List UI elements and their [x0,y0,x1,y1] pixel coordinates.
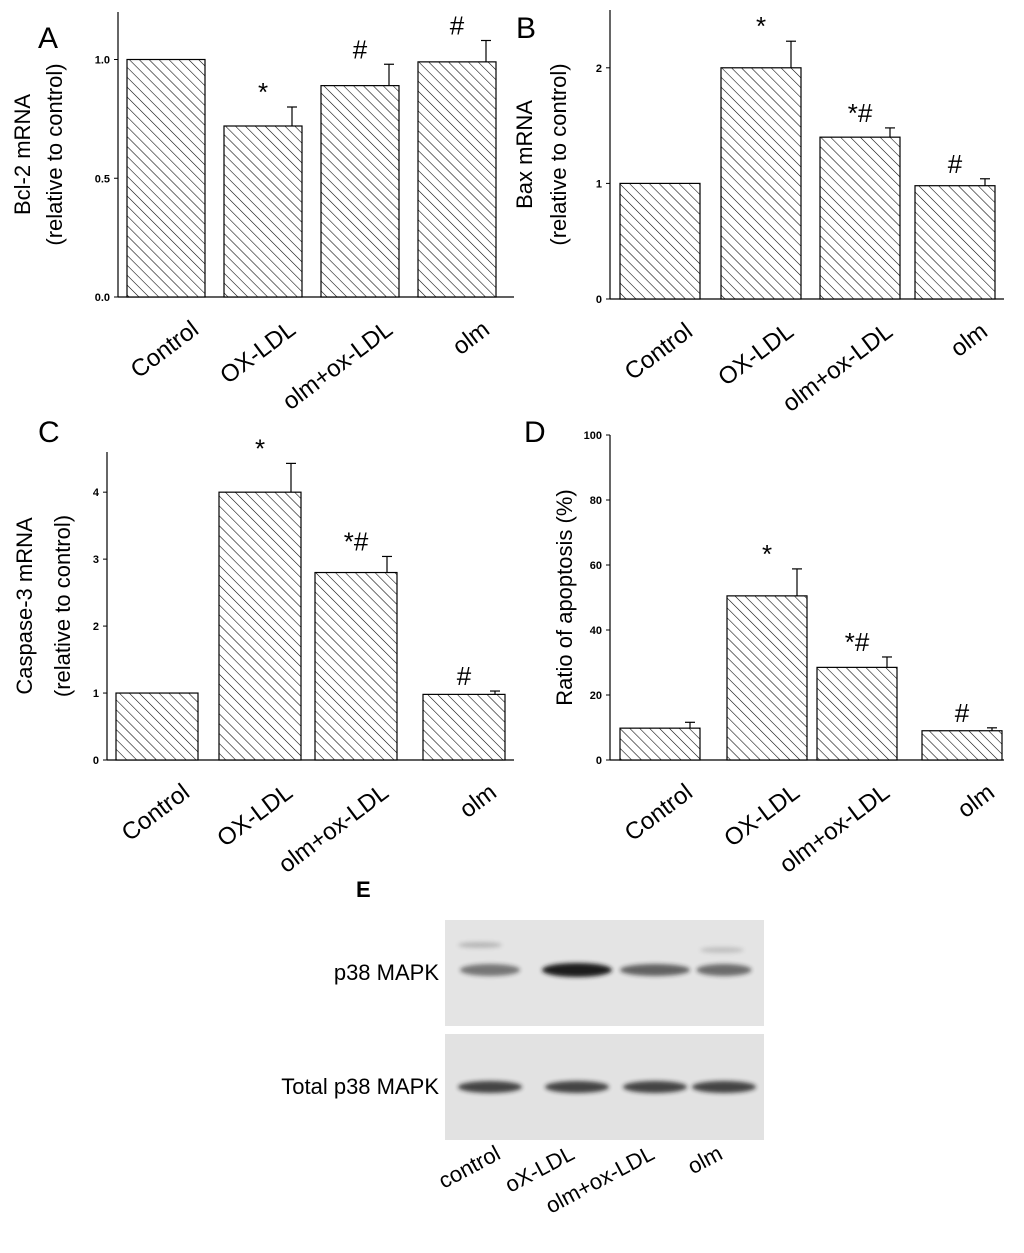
category-label: OX-LDL [212,779,297,853]
bar [816,666,898,761]
band-p38 [696,964,752,976]
y-tick-label: 0.5 [95,173,110,185]
blot-lane-label-olm: olm [683,1140,726,1179]
panel-label-e: E [356,877,371,902]
significance-marker: # [955,698,970,728]
band-p38 [542,963,612,977]
category-label: Control [126,316,204,384]
bar [921,730,1003,761]
category-label: olm+ox-LDL [778,318,898,418]
bar [422,693,506,761]
category-label: olm [946,318,993,363]
blot-row-label-p38: p38 MAPK [334,960,439,985]
y-tick-label: 0 [596,294,602,306]
y-tick-label: 20 [590,690,602,702]
y-tick-label: 3 [93,554,99,566]
category-label: Control [620,318,698,386]
bar [819,136,901,300]
category-label: Control [117,779,195,847]
category-label: Control [620,779,698,847]
panel-label-d: D [524,416,546,449]
panel-label-b: B [516,12,536,45]
y-tick-label: 4 [93,487,100,499]
bar [314,571,398,761]
significance-marker: *# [845,627,870,657]
category-label: OX-LDL [719,779,804,853]
y-tick-label: 1.0 [95,55,110,67]
bar [417,61,497,298]
y-axis-label-secondary: (relative to control) [42,63,67,245]
band-p38 [460,964,520,976]
y-tick-label: 0 [93,755,99,767]
y-tick-label: 2 [596,63,602,75]
category-label: OX-LDL [713,318,798,392]
band-total-p38 [692,1081,756,1093]
band-total-p38 [623,1081,687,1093]
bcl2-chart: 0.0 0.5 1.0 Bcl-2 mRNA (relative to control)… [10,11,514,415]
significance-marker: *# [848,98,873,128]
y-tick-label: 40 [590,625,602,637]
y-axis-label-secondary: (relative to control) [546,63,571,245]
category-label: olm [953,779,1000,824]
y-axis-label: Bcl-2 mRNA [10,94,35,215]
blot-bands [458,942,756,1093]
significance-marker: * [762,539,772,569]
blot-row-label-total-p38: Total p38 MAPK [281,1074,439,1099]
blot-lane-label-control: control [434,1140,504,1193]
y-tick-label: 0.0 [95,292,110,304]
y-tick-label: 60 [590,560,602,572]
significance-marker: * [756,11,766,41]
bar [218,491,302,761]
bar [619,182,701,300]
significance-marker: # [450,11,465,41]
y-axis-label: Caspase-3 mRNA [12,517,37,695]
significance-marker: * [255,433,265,463]
bar [320,85,400,298]
western-blot: E p38 MAPK Total p38 MAPK control oX-LDL… [281,877,764,1218]
band-faint [700,947,744,953]
y-axis-label: Ratio of apoptosis (%) [552,489,577,705]
category-label: olm [455,779,502,824]
caspase3-chart: 0 1 2 3 4 Caspase-3 mRNA (relative to control)… [12,433,514,878]
bax-chart: 0 1 2 Bax mRNA (relative to control) Control *… [512,10,1004,417]
bar [720,67,802,300]
y-tick-label: 80 [590,495,602,507]
significance-marker: # [353,34,368,64]
y-axis-label-secondary: (relative to control) [50,515,75,697]
bar [115,692,199,761]
y-tick-label: 100 [584,430,602,442]
bar [619,727,701,761]
bar [914,185,996,300]
significance-marker: # [948,149,963,179]
y-axis-label: Bax mRNA [512,100,537,209]
significance-marker: *# [344,526,369,556]
panel-label-a: A [38,22,58,55]
significance-marker: * [258,77,268,107]
category-label: OX-LDL [215,316,300,390]
bar [726,595,808,761]
band-total-p38 [545,1081,609,1093]
band-p38 [620,964,690,976]
bar [126,58,206,298]
bar [223,125,303,298]
y-tick-label: 1 [596,178,602,190]
y-tick-label: 0 [596,755,602,767]
band-faint [458,942,502,948]
y-tick-label: 2 [93,621,99,633]
apoptosis-chart: 0 20 40 60 80 100 Ratio of apoptosis (%) Contro… [552,430,1004,878]
panel-label-c: C [38,416,60,449]
significance-marker: # [457,661,472,691]
band-total-p38 [458,1081,522,1093]
category-label: olm [448,316,495,361]
y-tick-label: 1 [93,688,99,700]
